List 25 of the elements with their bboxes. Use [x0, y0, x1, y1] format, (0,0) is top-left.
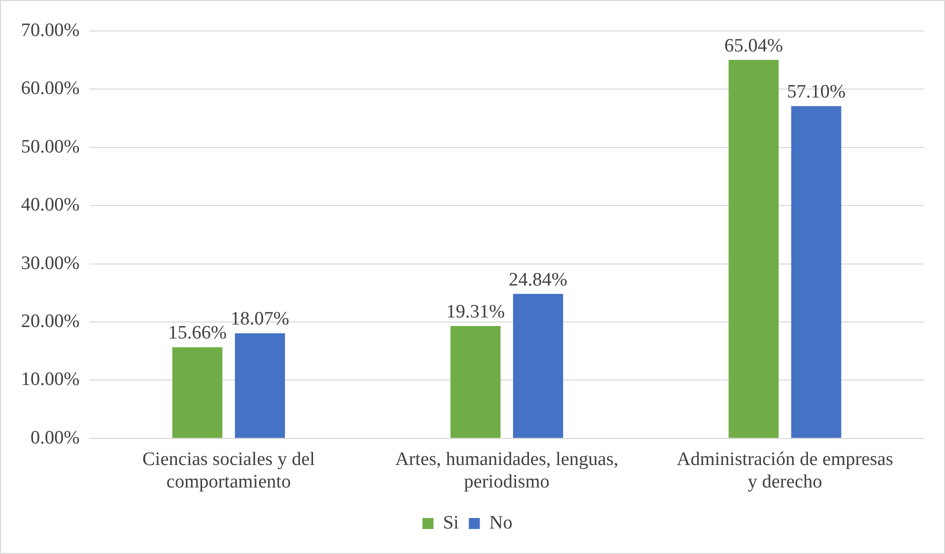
data-label: 65.04%: [724, 35, 784, 56]
data-label: 19.31%: [446, 302, 505, 322]
data-label: 18.07%: [230, 308, 290, 330]
y-tick-label: 70.00%: [21, 20, 80, 41]
y-tick-label: 0.00%: [30, 427, 80, 448]
y-tick-label: 20.00%: [21, 310, 80, 332]
x-tick-label: Administración de empresas y derecho: [676, 448, 894, 493]
bar: [234, 333, 285, 438]
data-label: 57.10%: [786, 82, 846, 103]
y-tick-label: 30.00%: [21, 252, 80, 274]
x-tick-label: Ciencias sociales y del comportamiento: [142, 448, 315, 493]
data-label: 24.84%: [508, 269, 568, 290]
y-tick-label: 60.00%: [21, 78, 80, 100]
bar: [791, 106, 842, 438]
bar: [450, 326, 501, 438]
data-label: 15.66%: [168, 322, 227, 344]
bar: [728, 60, 779, 438]
legend-label: No: [489, 512, 513, 534]
bar: [513, 294, 564, 438]
y-tick-label: 10.00%: [21, 369, 80, 390]
bar: [172, 347, 222, 438]
y-tick-label: 40.00%: [21, 194, 80, 216]
x-tick-label: Artes, humanidades, lenguas, periodismo: [395, 448, 618, 493]
y-tick-label: 50.00%: [21, 136, 80, 158]
legend-label: Si: [442, 512, 459, 534]
